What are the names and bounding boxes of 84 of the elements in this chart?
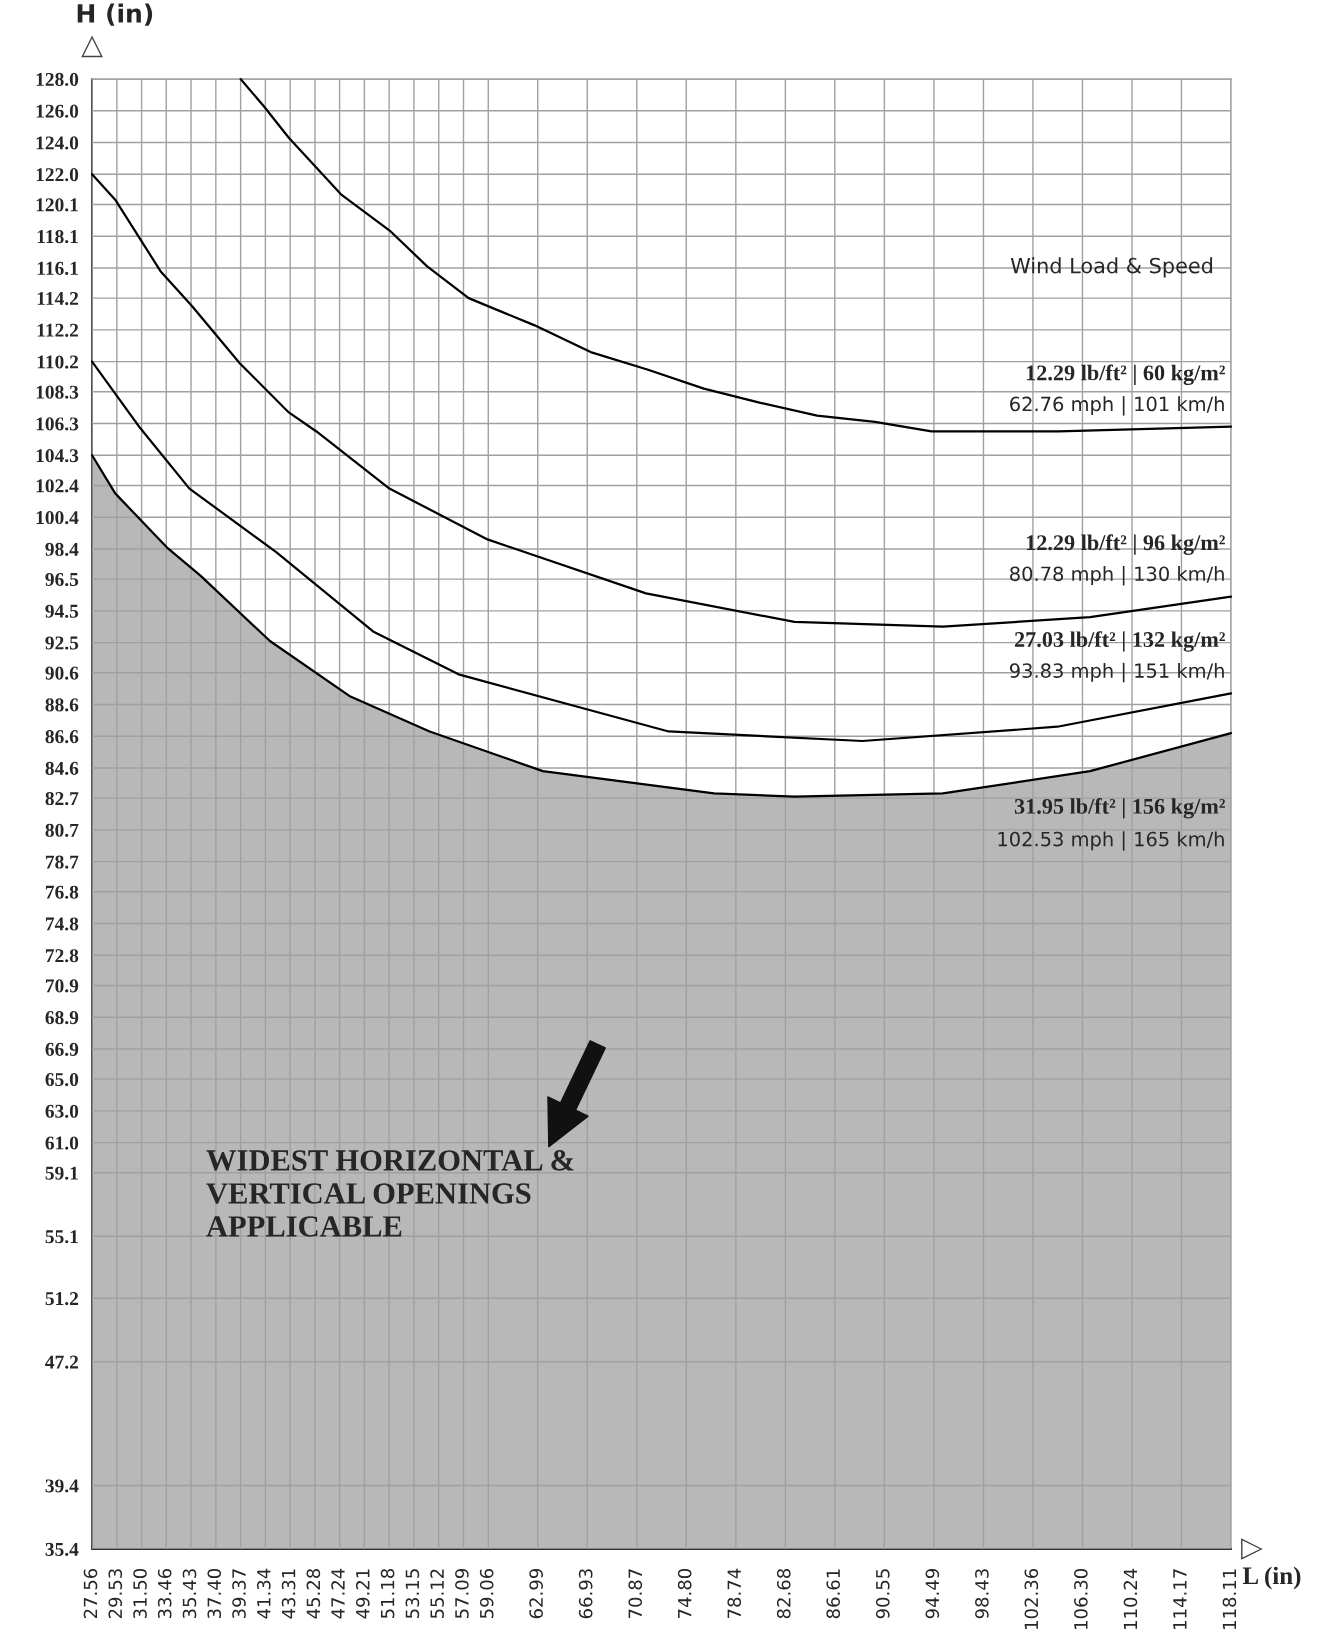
y-tick-label: 88.6 (45, 698, 79, 712)
y-tick-label: 110.2 (37, 355, 79, 369)
x-tick-label: 74.80 (677, 1568, 692, 1618)
y-tick-label: 70.9 (45, 979, 79, 993)
y-tick-label: 124.0 (36, 136, 79, 150)
x-tick-label: 86.61 (826, 1569, 841, 1619)
x-tick-label: 114.17 (1173, 1569, 1187, 1629)
y-tick-label: 35.4 (45, 1542, 79, 1557)
y-tick-label: 126.0 (36, 104, 79, 118)
x-tick-label: 37.40 (207, 1568, 222, 1619)
y-tick-label: 100.4 (36, 511, 79, 525)
y-tick-label: 86.6 (45, 730, 79, 744)
x-tick-label: 27.56 (83, 1568, 98, 1619)
y-tick-label: 78.7 (45, 855, 79, 869)
y-tick-label: 90.6 (45, 666, 79, 680)
y-tick-label: 63.0 (45, 1104, 79, 1118)
y-tick-label: 128.0 (36, 72, 79, 87)
x-tick-label: 33.46 (157, 1568, 172, 1619)
y-tick-label: 76.8 (45, 885, 79, 899)
y-tick-label: 55.1 (45, 1230, 78, 1244)
y-tick-label: 94.5 (45, 604, 79, 618)
y-tick-label: 74.8 (45, 917, 79, 931)
x-tick-label: 98.43 (975, 1569, 989, 1619)
series-label: 27.03 lb/ft² | 132 kg/m² 93.83 mph | 151 km/h (1009, 631, 1225, 683)
y-tick-label: 108.3 (36, 385, 79, 399)
x-tick-label: 47.24 (331, 1568, 345, 1619)
x-tick-label: 78.74 (727, 1568, 742, 1618)
y-tick-label: 106.3 (36, 417, 79, 431)
y-tick-label: 120.1 (36, 198, 78, 212)
y-tick-label: 72.8 (45, 949, 79, 963)
x-axis-title: L (in) (1242, 1566, 1301, 1590)
y-tick-label: 104.3 (36, 449, 79, 463)
series-label: 31.95 lb/ft² | 156 kg/m² 102.53 mph | 165 km/h (998, 797, 1225, 851)
annotation: WIDEST HORIZONTAL & VERTICAL OPENINGS APPLICABLE (206, 1150, 574, 1237)
x-tick-label: 55.12 (430, 1569, 444, 1619)
y-tick-label: 65.0 (45, 1072, 79, 1087)
y-tick-label: 98.4 (45, 542, 79, 556)
y-tick-label: 66.9 (45, 1042, 79, 1056)
y-tick-label: 82.7 (45, 791, 79, 806)
x-tick-label: 41.34 (256, 1568, 271, 1619)
x-tick-label: 102.36 (1024, 1568, 1039, 1629)
y-tick-label: 61.0 (45, 1136, 79, 1150)
y-tick-label: 122.0 (36, 168, 79, 182)
x-tick-label: 118.11 (1222, 1569, 1237, 1629)
x-tick-label: 39.37 (232, 1569, 246, 1619)
x-tick-label: 66.93 (578, 1569, 593, 1619)
x-tick-label: 45.28 (306, 1568, 321, 1619)
y-tick-label: 80.7 (45, 823, 79, 837)
y-tick-label: 96.5 (45, 572, 79, 587)
y-tick-label: 112.2 (37, 323, 79, 337)
x-tick-label: 94.49 (925, 1569, 940, 1619)
y-tick-label: 68.9 (45, 1011, 79, 1025)
x-tick-label: 70.87 (628, 1569, 643, 1618)
line-series (239, 77, 1233, 433)
x-tick-label: 31.50 (133, 1568, 147, 1619)
y-tick-label: 39.4 (45, 1479, 79, 1493)
x-tick-label: 43.31 (281, 1569, 296, 1619)
y-tick-label: 47.2 (45, 1355, 79, 1369)
x-tick-label: 57.09 (455, 1569, 469, 1619)
x-tick-label: 51.18 (380, 1568, 395, 1619)
x-tick-label: 29.53 (108, 1569, 123, 1619)
x-tick-label: 62.99 (529, 1569, 543, 1619)
y-tick-label: 102.4 (36, 479, 79, 493)
line-series (90, 173, 1233, 628)
x-tick-label: 110.24 (1123, 1568, 1138, 1629)
y-tick-label: 116.1 (37, 261, 78, 275)
y-tick-label: 84.6 (45, 761, 79, 776)
x-tick-label: 82.68 (776, 1568, 791, 1619)
y-tick-label: 92.5 (45, 636, 79, 650)
line-series (90, 360, 1233, 743)
y-tick-label: 59.1 (45, 1166, 78, 1180)
x-tick-label: 53.15 (405, 1569, 420, 1619)
x-tick-label: 106.30 (1074, 1568, 1088, 1629)
series-label: 12.29 lb/ft² | 96 kg/m² 80.78 mph | 130 km/h (1010, 534, 1225, 586)
series-label: 12.29 lb/ft² | 60 kg/m² 62.76 mph | 101 km/h (1010, 364, 1225, 416)
y-tick-label: 118.1 (37, 230, 78, 244)
x-tick-label: 35.43 (182, 1569, 197, 1619)
y-tick-label: 114.2 (37, 291, 79, 306)
x-tick-label: 90.55 (875, 1569, 890, 1619)
x-tick-label: 59.06 (479, 1568, 494, 1619)
annotation: Wind Load & Speed (1010, 257, 1213, 278)
x-tick-label: 49.21 (355, 1569, 370, 1619)
y-axis-title: H (in) (77, 3, 153, 26)
y-tick-label: 51.2 (45, 1292, 79, 1306)
